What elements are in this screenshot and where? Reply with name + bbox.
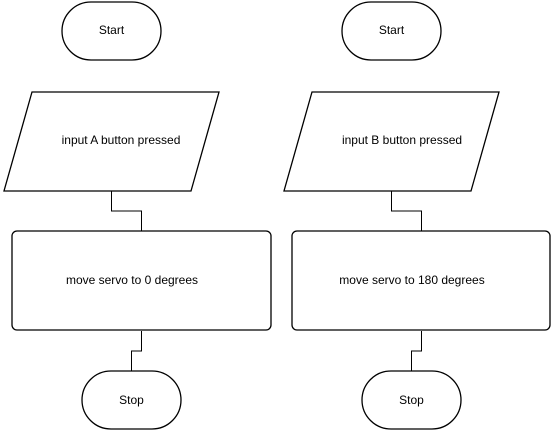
stop-label-b: Stop [399, 393, 424, 407]
start-label-b: Start [379, 23, 405, 37]
process-label-b: move servo to 180 degrees [339, 273, 484, 287]
input-label-b: input B button pressed [342, 133, 462, 147]
stop-terminal-a[interactable] [81, 370, 182, 430]
stop-terminal-b[interactable] [361, 370, 462, 430]
input-parallelogram-b[interactable] [283, 91, 500, 192]
input-label-a: input A button pressed [62, 133, 181, 147]
flowchart-a: Start input A button pressed move servo … [3, 1, 272, 430]
connector-process-stop-b [411, 331, 422, 371]
process-box-b[interactable] [291, 230, 551, 331]
start-terminal-b[interactable] [341, 1, 442, 61]
stop-label-a: Stop [119, 393, 144, 407]
process-label-a: move servo to 0 degrees [66, 273, 198, 287]
input-parallelogram-a[interactable] [3, 91, 220, 192]
connector-input-process-b [391, 191, 422, 231]
start-label-a: Start [99, 23, 125, 37]
process-box-a[interactable] [11, 230, 272, 331]
flowchart-b: Start input B button pressed move servo … [283, 1, 551, 430]
connector-input-process-a [111, 191, 142, 231]
connector-process-stop-a [131, 331, 142, 371]
start-terminal-a[interactable] [61, 1, 162, 61]
